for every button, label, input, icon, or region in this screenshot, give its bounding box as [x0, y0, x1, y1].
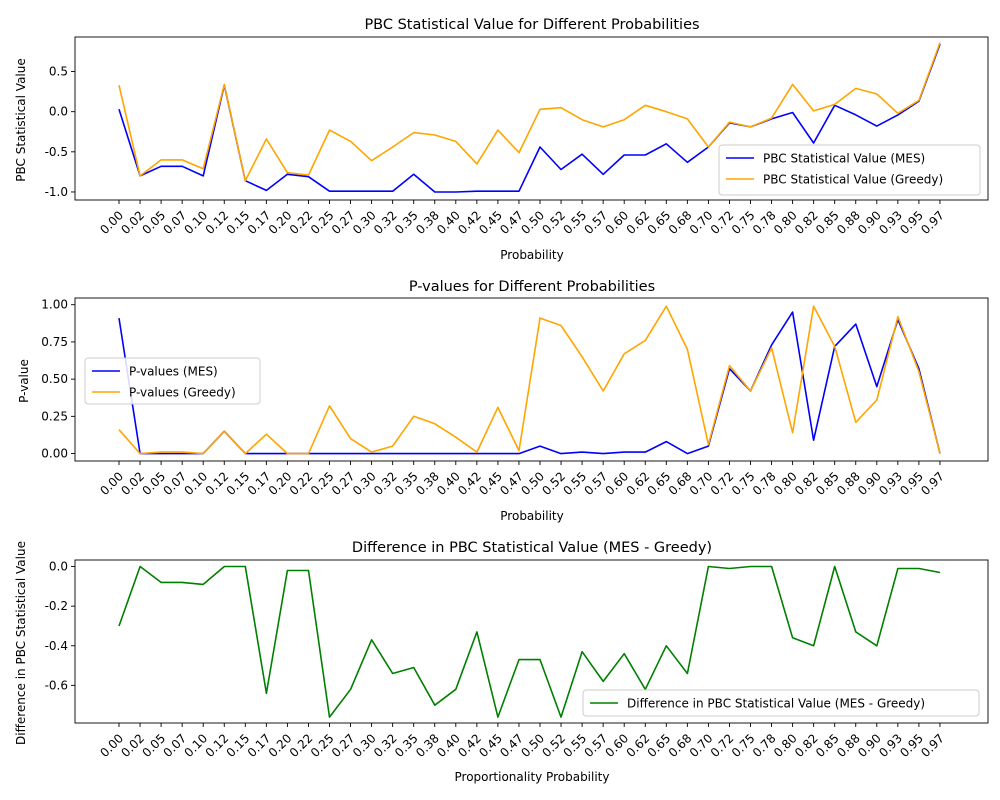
y-axis-label: PBC Statistical Value	[14, 58, 28, 182]
chart-title: P-values for Different Probabilities	[409, 279, 655, 295]
x-axis-label: Probability	[500, 248, 563, 262]
y-tick-label: -0.5	[45, 145, 68, 159]
series-line-primary	[118, 43, 941, 193]
legend-label: PBC Statistical Value (Greedy)	[763, 173, 943, 187]
y-tick-label: 1.00	[41, 298, 68, 312]
y-tick-label: 0.25	[41, 409, 68, 423]
legend-label: PBC Statistical Value (MES)	[763, 152, 925, 166]
y-tick-label: 0.00	[41, 447, 68, 461]
series-group	[118, 565, 941, 718]
legend-label: Difference in PBC Statistical Value (MES…	[627, 697, 925, 711]
y-tick-label: -0.6	[45, 678, 68, 692]
chart-title: PBC Statistical Value for Different Prob…	[364, 17, 699, 33]
legend: Difference in PBC Statistical Value (MES…	[582, 689, 980, 717]
y-tick-label: -1.0	[45, 185, 68, 199]
legend-label: P-values (Greedy)	[129, 386, 236, 400]
y-tick-label: -0.4	[45, 639, 68, 653]
series-group	[118, 305, 941, 455]
y-tick-label: -0.2	[45, 599, 68, 613]
plot-area-border	[74, 559, 989, 724]
y-tick-label: 0.5	[49, 65, 68, 79]
series-line-secondary	[118, 305, 941, 455]
legend-box	[718, 144, 981, 196]
series-line-primary	[118, 565, 941, 718]
legend: P-values (MES) P-values (Greedy)	[84, 357, 261, 405]
plot-area-border	[74, 36, 989, 201]
series-line-primary	[118, 311, 941, 455]
y-tick-label: 0.0	[49, 105, 68, 119]
series-group	[118, 42, 941, 193]
legend: PBC Statistical Value (MES) PBC Statistic…	[718, 144, 981, 196]
legend-label: P-values (MES)	[129, 365, 218, 379]
series-line-secondary	[118, 42, 941, 182]
legend-box	[84, 357, 261, 405]
y-tick-label: 0.0	[49, 560, 68, 574]
y-axis-label: P-value	[17, 359, 31, 403]
y-axis-label: Difference in PBC Statistical Value	[14, 541, 28, 745]
chart-title: Difference in PBC Statistical Value (MES…	[352, 540, 712, 556]
y-tick-label: 0.75	[41, 335, 68, 349]
y-tick-label: 0.50	[41, 372, 68, 386]
x-axis-label: Probability	[500, 509, 563, 523]
x-axis-label: Proportionality Probability	[455, 770, 610, 784]
legend-box	[582, 689, 980, 717]
